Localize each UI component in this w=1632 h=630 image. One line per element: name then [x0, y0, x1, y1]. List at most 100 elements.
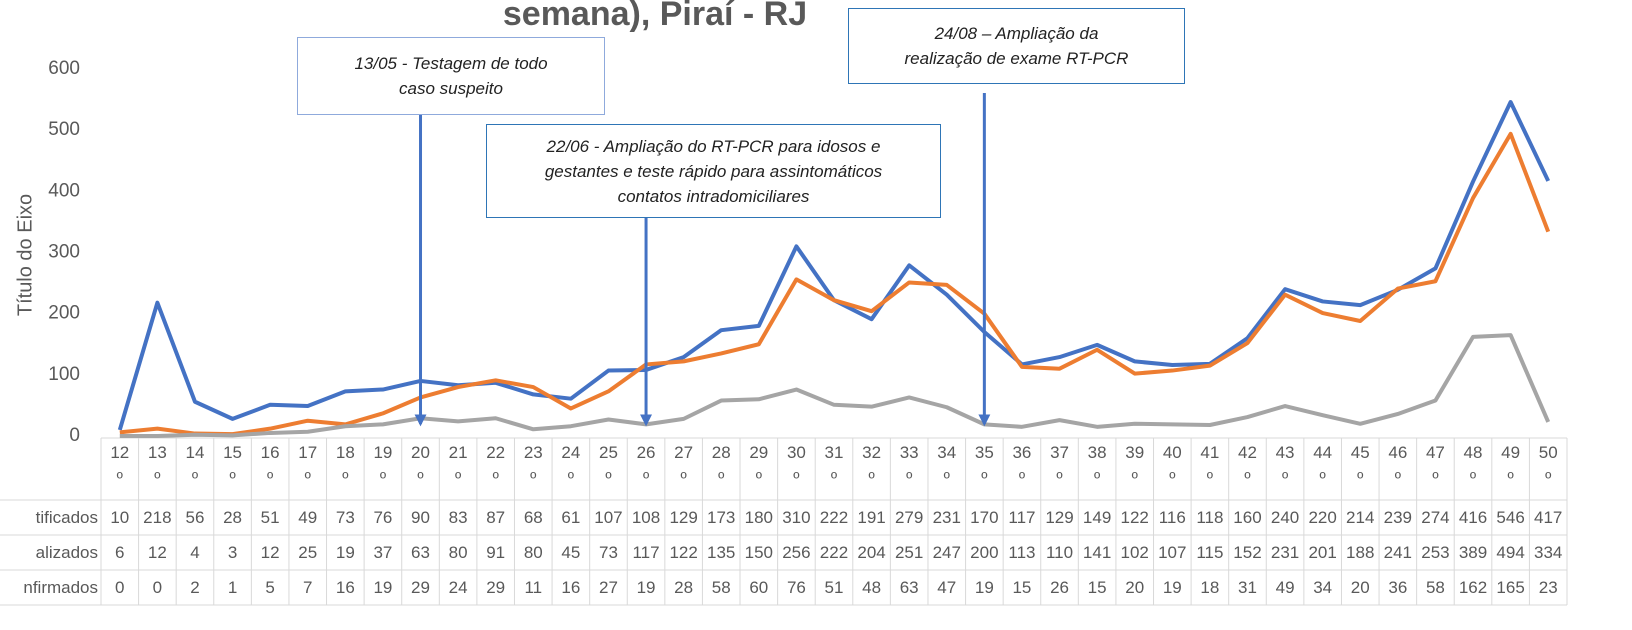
table-value: 180	[744, 508, 773, 527]
table-value: 102	[1120, 543, 1149, 562]
annotation-text: 24/08 – Ampliação da	[934, 24, 1099, 43]
x-tick-label: 19º	[373, 443, 393, 488]
x-tick-label: 12º	[110, 443, 130, 488]
x-tick-label: 46º	[1388, 443, 1408, 488]
table-value: 26	[1050, 578, 1069, 597]
table-value: 204	[857, 543, 886, 562]
table-value: 240	[1270, 508, 1300, 527]
table-value: 49	[1275, 578, 1295, 597]
table-value: 1	[227, 578, 238, 597]
table-value: 310	[782, 508, 811, 527]
x-tick-label: 37º	[1050, 443, 1069, 488]
y-tick-label: 300	[48, 242, 80, 263]
table-value: 122	[1120, 508, 1149, 527]
x-tick-label: 50º	[1538, 443, 1558, 488]
y-tick-label: 100	[48, 364, 80, 385]
y-tick-label: 500	[48, 119, 80, 140]
table-value: 12	[147, 543, 167, 562]
table-value: 10	[110, 508, 130, 527]
chart-title: semana), Piraí - RJ	[503, 0, 807, 33]
table-value: 0	[152, 578, 163, 597]
x-tick-label: 40º	[1162, 443, 1182, 488]
series-line	[119, 131, 1551, 437]
table-value: 108	[631, 508, 661, 527]
table-value: 135	[707, 543, 736, 562]
table-value: 6	[115, 543, 125, 562]
x-tick-label: 25º	[598, 443, 618, 488]
x-tick-label: 17º	[298, 443, 318, 488]
table-value: 150	[744, 543, 773, 562]
x-tick-label: 15º	[223, 443, 243, 488]
table-value: 27	[598, 578, 618, 597]
table-value: 110	[1045, 543, 1074, 562]
table-value: 274	[1421, 508, 1450, 527]
y-tick-label: 0	[69, 425, 80, 446]
table-value: 149	[1082, 508, 1112, 527]
table-value: 129	[669, 508, 698, 527]
legend-label: tificados	[35, 508, 98, 527]
table-value: 200	[970, 543, 999, 562]
table-value: 256	[782, 543, 811, 562]
table-value: 117	[1008, 508, 1036, 527]
table-value: 416	[1458, 508, 1488, 527]
table-value: 546	[1496, 508, 1525, 527]
y-tick-label: 200	[48, 303, 80, 324]
x-tick-label: 30º	[786, 443, 806, 488]
table-value: 12	[260, 543, 280, 562]
x-tick-label: 32º	[862, 443, 882, 488]
table-value: 56	[185, 508, 205, 527]
x-tick-label: 39º	[1125, 443, 1145, 488]
table-value: 334	[1534, 543, 1563, 562]
table-value: 76	[786, 578, 806, 597]
table-value: 222	[819, 508, 849, 527]
x-tick-label: 21º	[448, 443, 468, 488]
table-value: 15	[1012, 578, 1032, 597]
table-value: 417	[1534, 508, 1563, 527]
table-value: 2	[190, 578, 200, 597]
table-value: 24	[448, 578, 468, 597]
x-tick-label: 34º	[937, 443, 957, 488]
table-value: 152	[1233, 543, 1262, 562]
x-tick-label: 27º	[674, 443, 694, 488]
table-value: 80	[448, 543, 468, 562]
table-value: 173	[707, 508, 736, 527]
annotation-box: 13/05 - Testagem de todo caso suspeito	[297, 37, 605, 115]
x-tick-label: 35º	[974, 443, 994, 488]
table-value: 122	[669, 543, 698, 562]
x-tick-label: 18º	[335, 443, 355, 488]
table-value: 23	[1538, 578, 1558, 597]
table-value: 90	[411, 508, 430, 527]
table-value: 16	[335, 578, 355, 597]
table-value: 107	[594, 508, 623, 527]
table-value: 141	[1082, 543, 1112, 562]
table-value: 191	[857, 508, 886, 527]
table-value: 58	[711, 578, 731, 597]
x-tick-label: 33º	[899, 443, 919, 488]
table-value: 60	[749, 578, 769, 597]
table-value: 18	[1200, 578, 1220, 597]
table-value: 49	[298, 508, 318, 527]
x-tick-label: 23º	[523, 443, 543, 488]
table-value: 36	[1388, 578, 1408, 597]
x-tick-label: 20º	[411, 443, 430, 488]
x-tick-label: 36º	[1012, 443, 1032, 488]
annotation-text: realização de exame RT-PCR	[904, 49, 1129, 68]
annotation-text: gestantes e teste rápido para assintomát…	[544, 161, 883, 181]
table-value: 222	[819, 543, 849, 562]
table-value: 214	[1346, 508, 1375, 527]
series-line	[119, 333, 1551, 438]
x-tick-label: 13º	[147, 443, 167, 488]
table-value: 16	[561, 578, 581, 597]
annotation-box: 22/06 - Ampliação do RT-PCR para idosos …	[486, 124, 941, 218]
legend-label: alizados	[35, 543, 98, 562]
annotation-box: 24/08 – Ampliação da realização de exame …	[848, 8, 1185, 84]
x-tick-label: 31º	[824, 443, 844, 488]
table-value: 61	[561, 508, 581, 527]
x-tick-label: 28º	[711, 443, 731, 488]
table-value: 25	[298, 543, 318, 562]
table-value: 34	[1313, 578, 1333, 597]
table-value: 115	[1196, 543, 1224, 562]
legend-label: nfirmados	[23, 578, 98, 597]
table-value: 73	[335, 508, 355, 527]
